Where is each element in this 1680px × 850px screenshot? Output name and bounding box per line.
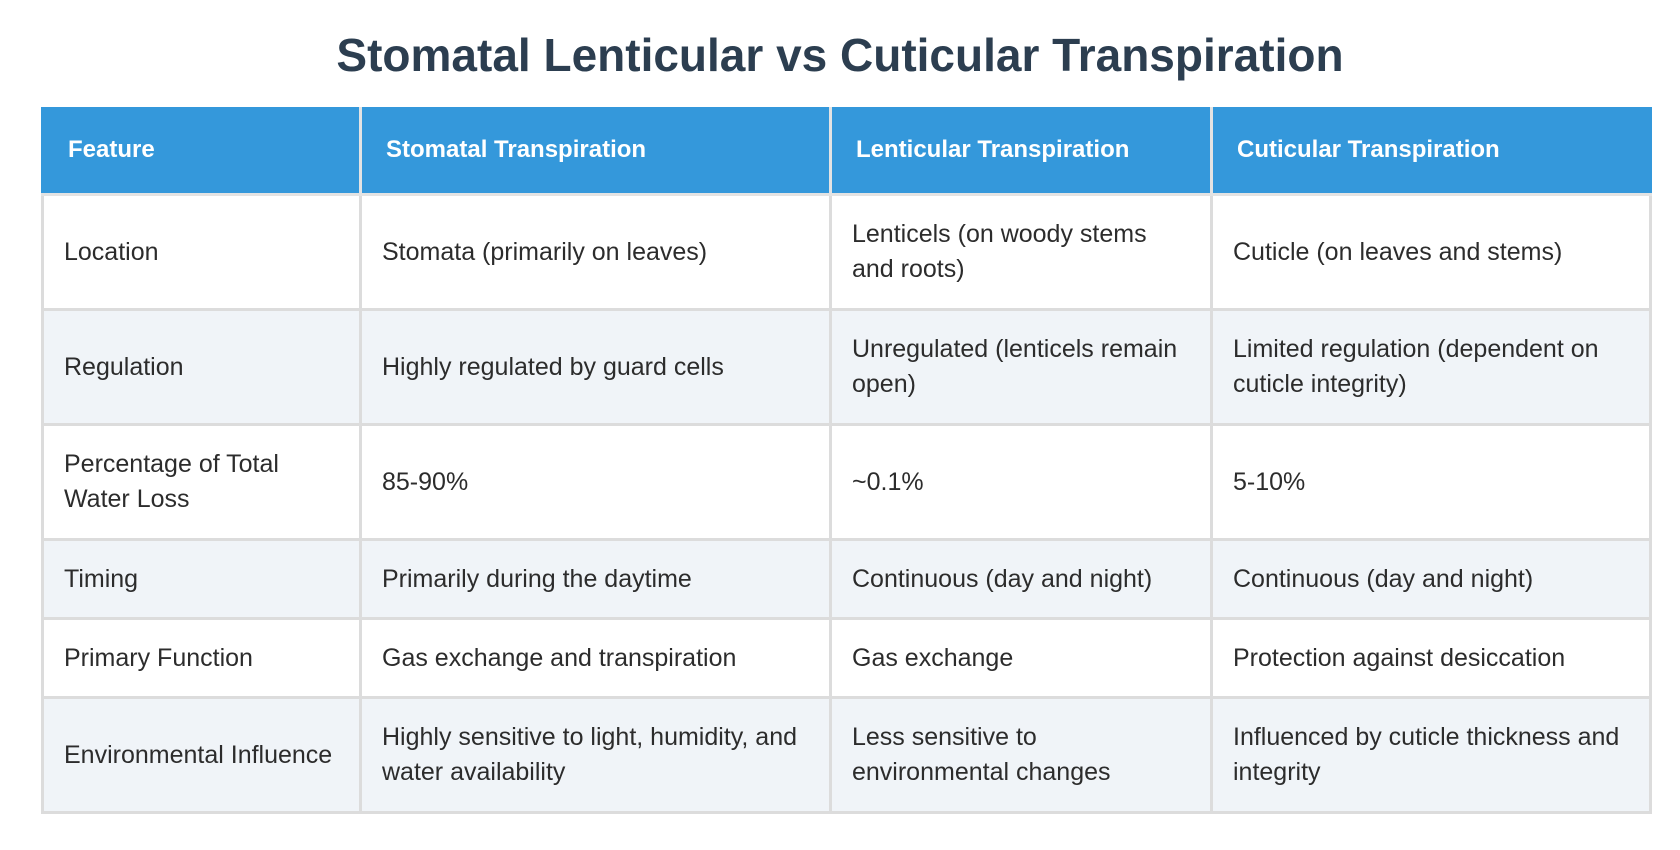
page-title: Stomatal Lenticular vs Cuticular Transpi… [336, 29, 1344, 81]
comparison-table: Feature Stomatal Transpiration Lenticula… [41, 107, 1652, 814]
table-cell: Gas exchange and transpiration [359, 617, 832, 699]
table-cell: 85-90% [359, 423, 832, 541]
table-cell: Cuticle (on leaves and stems) [1210, 193, 1652, 311]
table-cell: Highly regulated by guard cells [359, 308, 832, 426]
table-row: Regulation Highly regulated by guard cel… [41, 308, 1652, 426]
table-row: Primary Function Gas exchange and transp… [41, 617, 1652, 699]
table-row: Environmental Influence Highly sensitive… [41, 696, 1652, 814]
table-cell: Gas exchange [829, 617, 1213, 699]
column-header-feature: Feature [41, 107, 362, 196]
table-cell: ~0.1% [829, 423, 1213, 541]
table-header-row: Feature Stomatal Transpiration Lenticula… [41, 107, 1652, 196]
table-row: Location Stomata (primarily on leaves) L… [41, 193, 1652, 311]
table-cell: Unregulated (lenticels remain open) [829, 308, 1213, 426]
table-cell: Regulation [41, 308, 362, 426]
column-header-stomatal: Stomatal Transpiration [359, 107, 832, 196]
table-cell: Limited regulation (dependent on cuticle… [1210, 308, 1652, 426]
table-cell: Location [41, 193, 362, 311]
table-cell: Lenticels (on woody stems and roots) [829, 193, 1213, 311]
table-cell: Continuous (day and night) [829, 538, 1213, 620]
table-cell: Timing [41, 538, 362, 620]
table-row: Timing Primarily during the daytime Cont… [41, 538, 1652, 620]
table-cell: 5-10% [1210, 423, 1652, 541]
column-header-lenticular: Lenticular Transpiration [829, 107, 1213, 196]
table-cell: Primarily during the daytime [359, 538, 832, 620]
table-cell: Stomata (primarily on leaves) [359, 193, 832, 311]
table-row: Percentage of Total Water Loss 85-90% ~0… [41, 423, 1652, 541]
table-cell: Continuous (day and night) [1210, 538, 1652, 620]
table-cell: Environmental Influence [41, 696, 362, 814]
column-header-cuticular: Cuticular Transpiration [1210, 107, 1652, 196]
table-cell: Protection against desiccation [1210, 617, 1652, 699]
table-cell: Highly sensitive to light, humidity, and… [359, 696, 832, 814]
table-cell: Primary Function [41, 617, 362, 699]
table-cell: Percentage of Total Water Loss [41, 423, 362, 541]
table-cell: Influenced by cuticle thickness and inte… [1210, 696, 1652, 814]
table-cell: Less sensitive to environmental changes [829, 696, 1213, 814]
